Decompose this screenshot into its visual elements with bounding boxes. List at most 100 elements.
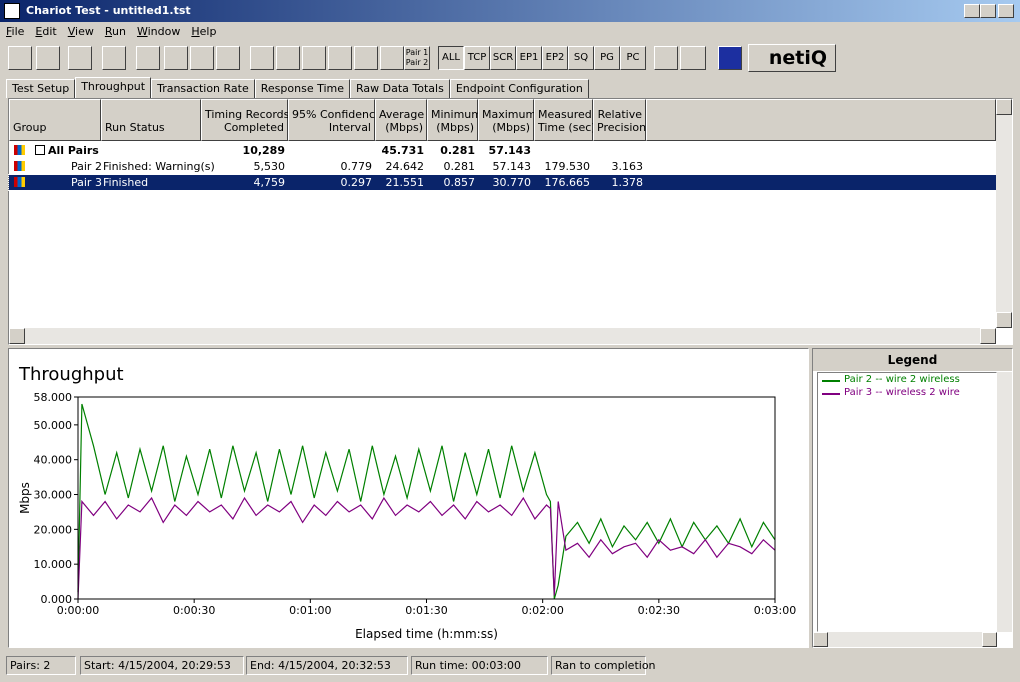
toolbar-button[interactable]: SQ bbox=[568, 46, 594, 70]
toolbar-button[interactable]: EP1 bbox=[516, 46, 542, 70]
table-cell: 57.143 bbox=[488, 144, 531, 157]
column-header[interactable]: 95% Confidence Interval bbox=[288, 99, 382, 141]
toolbar-button[interactable]: ALL bbox=[438, 46, 464, 70]
toolbar-button[interactable] bbox=[136, 46, 160, 70]
app-icon bbox=[4, 3, 20, 19]
table-cell: 0.779 bbox=[340, 160, 373, 173]
column-header[interactable]: Maximum (Mbps) bbox=[478, 99, 536, 141]
close-button[interactable] bbox=[998, 4, 1014, 18]
toolbar-button[interactable] bbox=[250, 46, 274, 70]
toolbar-button[interactable] bbox=[102, 46, 126, 70]
header-text: Minimum bbox=[431, 108, 482, 121]
table-cell: 0.281 bbox=[443, 160, 476, 173]
minimize-button[interactable] bbox=[964, 4, 980, 18]
menu-item[interactable]: Help bbox=[191, 25, 217, 38]
tab[interactable]: Test Setup bbox=[6, 79, 76, 98]
header-text: 95% Confidence bbox=[292, 108, 382, 121]
table-cell: Finished bbox=[103, 176, 149, 189]
tab[interactable]: Transaction Rate bbox=[151, 79, 255, 98]
y-tick-label: 40.000 bbox=[34, 454, 73, 467]
column-header[interactable]: Run Status bbox=[101, 99, 201, 141]
x-tick-label: 0:00:30 bbox=[173, 604, 215, 617]
tab[interactable]: Throughput bbox=[75, 77, 152, 98]
plot-frame bbox=[77, 396, 776, 600]
legend-title: Legend bbox=[813, 349, 1012, 371]
status-field: End: 4/15/2004, 20:32:53 bbox=[246, 656, 408, 675]
expand-box bbox=[35, 145, 45, 155]
table-cell: 3.163 bbox=[611, 160, 644, 173]
maximize-button[interactable] bbox=[980, 4, 996, 18]
header-text: (Mbps) bbox=[492, 121, 530, 134]
tab[interactable]: Response Time bbox=[254, 79, 350, 98]
table-row[interactable]: All Pairs 10,289 45.731 0.281 57.143 bbox=[9, 143, 996, 158]
header-text: Precision bbox=[597, 121, 647, 134]
chart-panel: Throughput Mbps Elapsed time (h:mm:ss) 0.00… bbox=[8, 348, 809, 648]
scroll-button[interactable] bbox=[9, 328, 25, 344]
toolbar-button[interactable] bbox=[276, 46, 300, 70]
toolbar-button[interactable]: PC bbox=[620, 46, 646, 70]
y-tick-label: 20.000 bbox=[34, 523, 73, 536]
table-row[interactable]: Pair 2 Finished: Warning(s) 5,530 0.779 24.6… bbox=[9, 159, 996, 174]
table-cell: 5,530 bbox=[253, 160, 286, 173]
toolbar-button[interactable] bbox=[190, 46, 214, 70]
header-text: Group bbox=[13, 121, 47, 134]
header-text: Average bbox=[379, 108, 425, 121]
table-cell: 10,289 bbox=[242, 144, 285, 157]
table-cell: 45.731 bbox=[381, 144, 424, 157]
table-cell: 176.665 bbox=[544, 176, 591, 189]
scroll-button[interactable] bbox=[982, 632, 997, 647]
table-cell: 4,759 bbox=[253, 176, 286, 189]
toolbar-button[interactable]: SCR bbox=[490, 46, 516, 70]
legend-label[interactable]: Pair 3 -- wireless 2 wire bbox=[844, 387, 960, 398]
header-text: Time (sec) bbox=[538, 121, 596, 134]
toolbar-button[interactable] bbox=[302, 46, 326, 70]
toolbar-button[interactable] bbox=[328, 46, 352, 70]
menu-item[interactable]: Window bbox=[136, 25, 181, 38]
scroll-button[interactable] bbox=[980, 328, 996, 344]
table-row[interactable]: Pair 3 Finished 4,759 0.297 21.551 0.857 30.77… bbox=[8, 174, 997, 191]
toolbar-button[interactable] bbox=[354, 46, 378, 70]
toolbar-button[interactable] bbox=[718, 46, 742, 70]
toolbar-button[interactable]: EP2 bbox=[542, 46, 568, 70]
legend-panel: Legend Pair 2 -- wire 2 wireless Pair 3 --… bbox=[812, 348, 1013, 648]
toolbar-button[interactable] bbox=[164, 46, 188, 70]
table-cell: Pair 2 bbox=[71, 160, 102, 173]
toolbar-button[interactable] bbox=[380, 46, 404, 70]
scroll-button[interactable] bbox=[813, 632, 828, 647]
toolbar-button[interactable] bbox=[680, 46, 706, 70]
column-header[interactable]: Group bbox=[9, 99, 101, 141]
menu-item[interactable]: Run bbox=[104, 25, 126, 38]
toolbar-button[interactable]: PG bbox=[594, 46, 620, 70]
table-cell: 0.297 bbox=[340, 176, 373, 189]
window-title: Chariot Test - untitled1.tst bbox=[26, 4, 191, 17]
column-header[interactable]: Measured Time (sec) bbox=[534, 99, 596, 141]
menu-item[interactable]: Edit bbox=[35, 25, 57, 38]
column-header[interactable]: Relative Precision bbox=[593, 99, 646, 141]
toolbar-button[interactable]: TCP bbox=[464, 46, 490, 70]
column-header[interactable]: Timing Records Completed bbox=[201, 99, 289, 141]
toolbar-button[interactable] bbox=[216, 46, 240, 70]
button-label: Pair 1 bbox=[405, 48, 429, 57]
series-line bbox=[77, 403, 776, 600]
toolbar-button[interactable]: Pair 1 Pair 2 bbox=[404, 46, 430, 70]
tab[interactable]: Endpoint Configuration bbox=[449, 79, 589, 98]
legend-label[interactable]: Pair 2 -- wire 2 wireless bbox=[844, 374, 960, 385]
menu-item[interactable]: View bbox=[67, 25, 94, 38]
column-header[interactable]: Minimum (Mbps) bbox=[427, 99, 482, 141]
button-label: Pair 2 bbox=[405, 58, 429, 67]
legend-box: Pair 2 -- wire 2 wireless Pair 3 -- wirel… bbox=[817, 372, 997, 632]
toolbar-button[interactable] bbox=[36, 46, 60, 70]
table-cell: Finished: Warning(s) bbox=[103, 160, 215, 173]
toolbar-button[interactable] bbox=[68, 46, 92, 70]
menu-item[interactable]: File bbox=[6, 25, 25, 38]
header-text: Run Status bbox=[105, 121, 165, 134]
y-tick-label: 0.000 bbox=[41, 593, 73, 606]
tab[interactable]: Raw Data Totals bbox=[350, 79, 450, 98]
scroll-button[interactable] bbox=[996, 312, 1012, 328]
table-cell: 57.143 bbox=[492, 160, 532, 173]
toolbar-button[interactable] bbox=[654, 46, 678, 70]
toolbar-button[interactable] bbox=[8, 46, 32, 70]
scroll-button[interactable] bbox=[996, 99, 1012, 115]
column-header[interactable]: Average (Mbps) bbox=[375, 99, 427, 141]
